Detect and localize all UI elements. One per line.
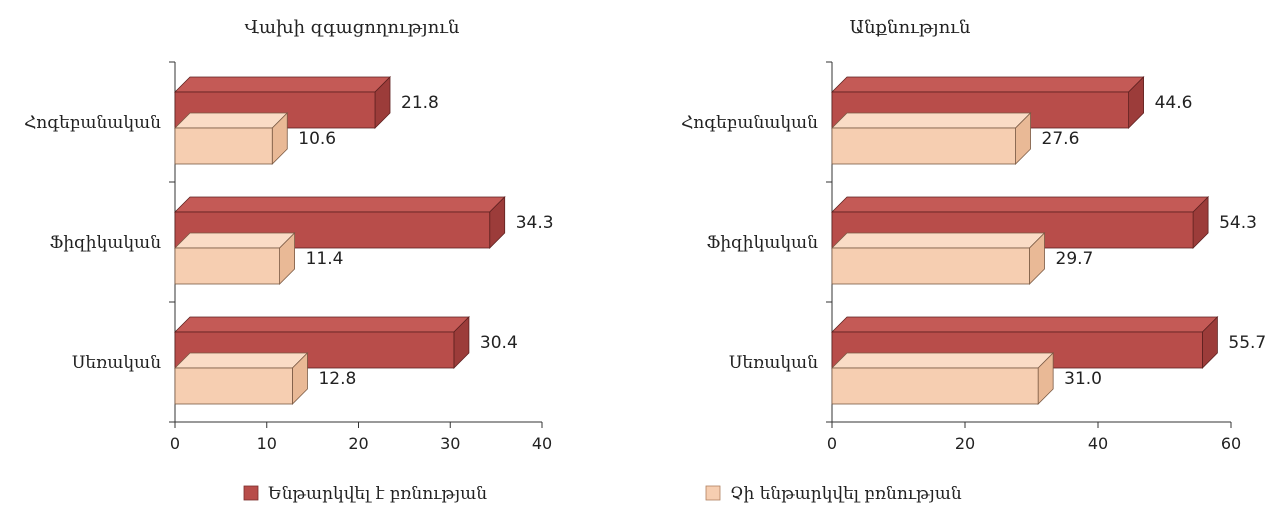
category-label: Հոգեբանական bbox=[24, 113, 161, 133]
chart-title: Անքնություն bbox=[850, 17, 971, 38]
data-label-non-victim: 10.6 bbox=[298, 129, 336, 149]
data-label-non-victim: 31.0 bbox=[1064, 369, 1102, 389]
legend-swatch-non-victim bbox=[705, 485, 721, 501]
data-label-non-victim: 12.8 bbox=[318, 369, 356, 389]
bar-top-victim bbox=[831, 196, 1210, 213]
x-tick-label: 0 bbox=[170, 434, 180, 453]
bar-top-victim bbox=[831, 316, 1219, 333]
bar-non-victim bbox=[831, 367, 1039, 405]
chart-legend: Ենթարկվել է բռնության Չի ենթարկվել բռնու… bbox=[243, 484, 962, 504]
bar-top-non-victim bbox=[831, 352, 1055, 369]
data-label-victim: 30.4 bbox=[480, 333, 518, 353]
data-label-non-victim: 27.6 bbox=[1042, 129, 1080, 149]
x-tick-label: 20 bbox=[955, 434, 975, 453]
bar-top-non-victim bbox=[174, 112, 289, 129]
bar-non-victim bbox=[174, 127, 273, 165]
x-tick-label: 20 bbox=[348, 434, 368, 453]
chart-panel-insomnia: Անքնություն 0 20 40 60 Հոգեբանական 44.6 27.6 Ֆիզ… bbox=[681, 17, 1266, 453]
bar-non-victim bbox=[831, 127, 1016, 165]
chart-title: Վախի զգացողություն bbox=[245, 17, 460, 38]
bar-non-victim bbox=[174, 367, 293, 405]
x-tick-label: 0 bbox=[827, 434, 837, 453]
legend-swatch-victim bbox=[243, 485, 259, 501]
data-label-non-victim: 29.7 bbox=[1056, 249, 1094, 269]
x-tick-label: 30 bbox=[440, 434, 460, 453]
x-tick-label: 60 bbox=[1221, 434, 1241, 453]
bar-top-victim bbox=[831, 76, 1145, 93]
category-label: Հոգեբանական bbox=[681, 113, 818, 133]
bar-top-non-victim bbox=[831, 232, 1046, 249]
data-label-victim: 44.6 bbox=[1155, 93, 1193, 113]
x-tick-label: 40 bbox=[1088, 434, 1108, 453]
data-label-victim: 55.7 bbox=[1228, 333, 1266, 353]
bar-top-victim bbox=[174, 196, 506, 213]
category-label: Սեռական bbox=[72, 353, 161, 373]
data-label-victim: 34.3 bbox=[516, 213, 554, 233]
bar-top-non-victim bbox=[174, 352, 309, 369]
data-label-non-victim: 11.4 bbox=[306, 249, 344, 269]
bar-top-victim bbox=[174, 76, 391, 93]
x-tick-label: 40 bbox=[532, 434, 552, 453]
data-label-victim: 21.8 bbox=[401, 93, 439, 113]
x-tick-label: 10 bbox=[257, 434, 277, 453]
legend-label-victim: Ենթարկվել է բռնության bbox=[268, 484, 487, 504]
legend-label-non-victim: Չի ենթարկվել բռնության bbox=[730, 484, 962, 504]
category-label: Ֆիզիկական bbox=[706, 233, 818, 253]
chart-panel-fear: Վախի զգացողություն 0 10 20 30 40 Հոգեբանական 21… bbox=[24, 17, 553, 453]
data-label-victim: 54.3 bbox=[1219, 213, 1257, 233]
bar-top-victim bbox=[174, 316, 470, 333]
bar-top-non-victim bbox=[174, 232, 296, 249]
bar-non-victim bbox=[174, 247, 280, 285]
category-label: Ֆիզիկական bbox=[49, 233, 161, 253]
bar-top-non-victim bbox=[831, 112, 1032, 129]
bar-non-victim bbox=[831, 247, 1030, 285]
category-label: Սեռական bbox=[729, 353, 818, 373]
